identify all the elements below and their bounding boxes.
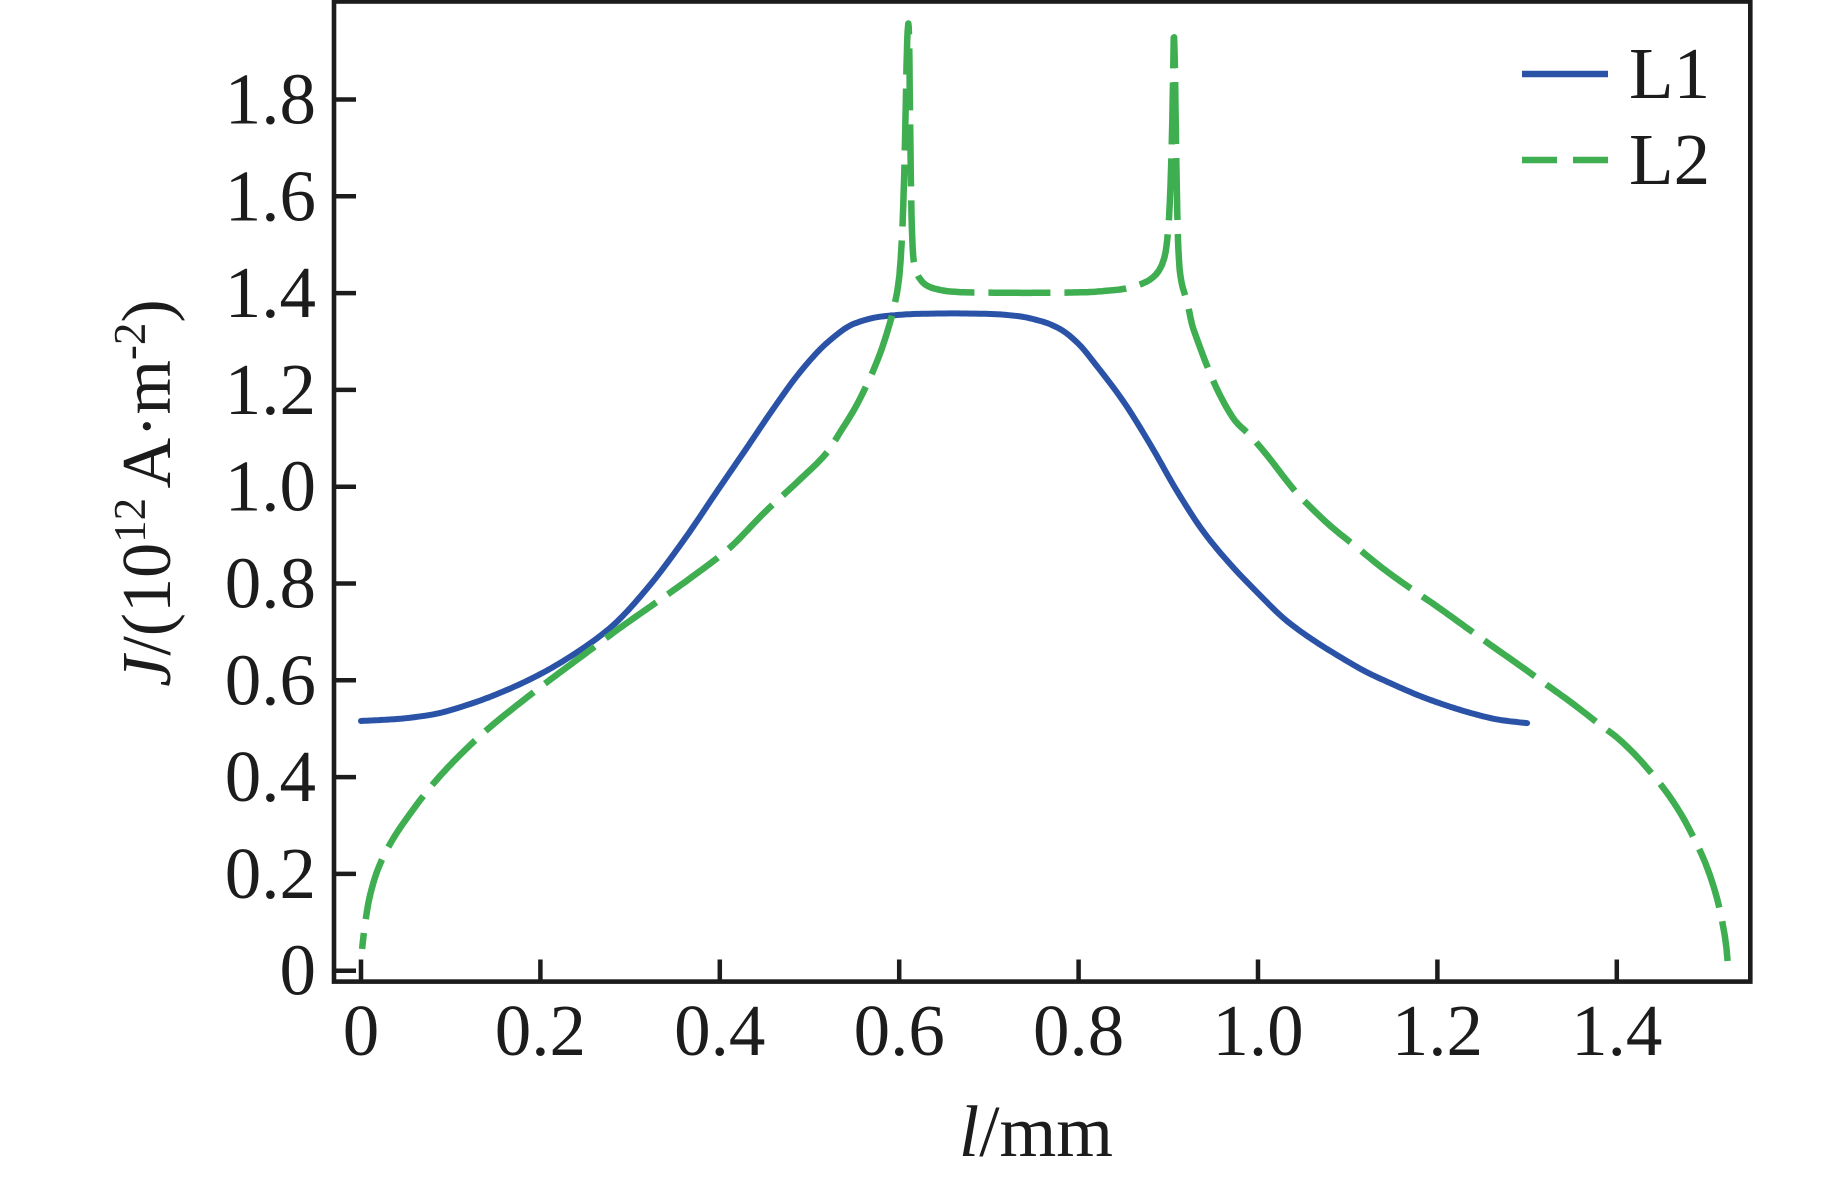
svg-text:1.2: 1.2 [225, 349, 316, 430]
svg-text:1.6: 1.6 [225, 155, 316, 236]
svg-text:0.4: 0.4 [674, 990, 765, 1071]
svg-text:J/(1012 A·m-2): J/(1012 A·m-2) [105, 299, 186, 686]
svg-text:1.4: 1.4 [1571, 990, 1662, 1071]
svg-text:0.8: 0.8 [1033, 990, 1124, 1071]
svg-text:0.6: 0.6 [225, 639, 316, 720]
svg-text:1.0: 1.0 [225, 446, 316, 527]
svg-text:L1: L1 [1629, 33, 1710, 114]
svg-text:0.8: 0.8 [225, 543, 316, 624]
svg-text:1.8: 1.8 [225, 59, 316, 140]
svg-text:0.2: 0.2 [495, 990, 586, 1071]
svg-text:1.2: 1.2 [1392, 990, 1483, 1071]
svg-text:l/mm: l/mm [959, 1091, 1113, 1172]
svg-text:1.4: 1.4 [225, 252, 316, 333]
svg-text:0: 0 [343, 990, 380, 1071]
svg-text:L2: L2 [1629, 119, 1710, 200]
svg-text:0.6: 0.6 [854, 990, 945, 1071]
svg-text:0.2: 0.2 [225, 833, 316, 914]
svg-text:0.4: 0.4 [225, 736, 316, 817]
svg-text:0: 0 [280, 930, 317, 1011]
svg-text:1.0: 1.0 [1212, 990, 1303, 1071]
